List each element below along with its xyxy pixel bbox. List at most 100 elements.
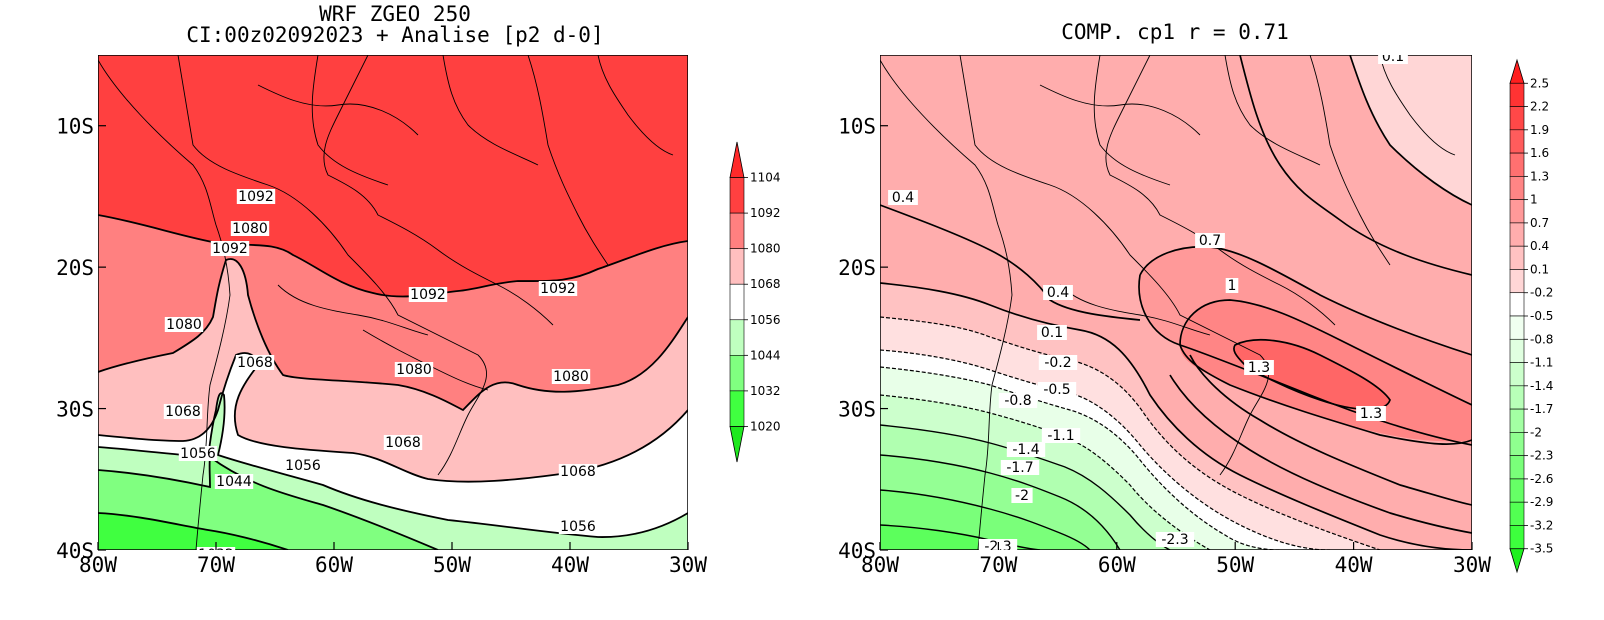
contour-label: 1092 bbox=[540, 281, 576, 297]
contour-label: 1068 bbox=[560, 464, 596, 480]
colorbar-label: 1020 bbox=[750, 419, 781, 433]
colorbar-label: 1044 bbox=[750, 348, 781, 362]
contour-label: -2 bbox=[1015, 488, 1029, 504]
colorbar-swatch bbox=[1509, 269, 1525, 294]
right-axis: 80W 70W 60W 50W 40W 30W 10S 20S 30S 40S bbox=[838, 115, 1491, 577]
x-tick-label: 70W bbox=[197, 553, 235, 577]
colorbar-swatch bbox=[1509, 245, 1525, 270]
contour-label: 1080 bbox=[232, 221, 268, 237]
colorbar-swatch bbox=[1509, 385, 1525, 410]
contour-label: -1.1 bbox=[1047, 428, 1074, 444]
colorbar-swatch bbox=[1509, 362, 1525, 387]
colorbar-label: 1032 bbox=[750, 384, 781, 398]
contour-label-bg bbox=[1043, 285, 1073, 300]
colorbar-swatch bbox=[1509, 176, 1525, 200]
colorbar-swatch bbox=[1509, 478, 1525, 503]
y-tick-label: 10S bbox=[838, 115, 876, 139]
colorbar-swatch bbox=[1509, 338, 1525, 363]
contour-label: -2.3 bbox=[1161, 532, 1188, 548]
contour-label-bg bbox=[1155, 532, 1195, 547]
colorbar-swatch bbox=[1509, 455, 1525, 480]
colorbar-label: 1092 bbox=[750, 206, 781, 220]
colorbar-label: -2 bbox=[1530, 425, 1542, 439]
contour-label: 0.1 bbox=[1382, 49, 1404, 65]
colorbar-label: 0.7 bbox=[1530, 216, 1549, 230]
colorbar-label: -3.2 bbox=[1530, 518, 1553, 532]
colorbar-swatch bbox=[729, 319, 745, 356]
contour-label-bg bbox=[408, 287, 448, 302]
colorbar-label: 1056 bbox=[750, 313, 781, 327]
right-map: 0.1 0.4 0.7 0.4 1 0.1 -0.2 -0.5 -0.8 -1.1 1.3 1.3 -1… bbox=[880, 49, 1472, 550]
contour-label-bg bbox=[1011, 488, 1033, 503]
colorbar-label: 1.6 bbox=[1530, 146, 1549, 160]
contour-label: 1068 bbox=[165, 404, 201, 420]
colorbar-label: -3.5 bbox=[1530, 542, 1553, 556]
colorbar-swatch bbox=[1509, 408, 1525, 433]
contour-label-bg bbox=[1037, 382, 1077, 397]
left-subtitle: CI:00z02092023 + Analise [p2 d-0] bbox=[186, 23, 603, 47]
colorbar-label: 1068 bbox=[750, 277, 781, 291]
contour-label-bg bbox=[214, 474, 254, 489]
left-title: WRF ZGEO 250 bbox=[319, 2, 471, 26]
colorbar-swatch bbox=[729, 177, 745, 214]
colorbar-arrow-bottom bbox=[729, 426, 745, 463]
y-tick-label: 40S bbox=[56, 539, 94, 563]
left-colorbar: 1104 1092 1080 1068 1056 1044 1032 1020 bbox=[729, 141, 781, 463]
y-tick-label: 30S bbox=[56, 398, 94, 422]
y-tick-label: 20S bbox=[56, 256, 94, 280]
contour-label-bg bbox=[178, 446, 218, 461]
x-tick-label: 30W bbox=[1453, 553, 1491, 577]
contour-label-bg bbox=[236, 189, 276, 204]
colorbar-swatch bbox=[1509, 106, 1525, 131]
contour-label: 1092 bbox=[238, 189, 274, 205]
contour-label-bg bbox=[1356, 406, 1386, 421]
left-map: 1092 1080 1092 1092 1092 1080 1068 1080 1080 1068… bbox=[98, 55, 688, 550]
contour-label-bg bbox=[558, 519, 598, 534]
right-title: COMP. cp1 r = 0.71 bbox=[1061, 20, 1289, 44]
contour-label: 1 bbox=[1228, 278, 1237, 294]
colorbar-swatch bbox=[1509, 82, 1525, 107]
colorbar-label: 1.9 bbox=[1530, 123, 1549, 137]
colorbar-label: -2.6 bbox=[1530, 472, 1553, 486]
contour-label: 1080 bbox=[166, 317, 202, 333]
colorbar-swatch bbox=[729, 390, 745, 427]
colorbar-swatch bbox=[1509, 525, 1525, 550]
contour-label-bg bbox=[383, 435, 423, 450]
contour-label: 1056 bbox=[180, 446, 216, 462]
contour-label-bg bbox=[998, 393, 1038, 408]
colorbar-label: 0.4 bbox=[1530, 239, 1549, 253]
colorbar-arrow-top bbox=[729, 141, 745, 178]
colorbar-arrow-top bbox=[1509, 58, 1525, 84]
contour-label-bg bbox=[210, 241, 250, 256]
contour-label-bg bbox=[1037, 325, 1067, 340]
contour-label-bg bbox=[888, 190, 918, 205]
contour-label: -0.8 bbox=[1004, 393, 1031, 409]
colorbar-label: 1.3 bbox=[1530, 169, 1549, 183]
contour-label-bg bbox=[551, 369, 591, 384]
right-contours-negative bbox=[880, 316, 1381, 550]
contour-label-bg bbox=[283, 458, 323, 473]
x-tick-label: 70W bbox=[979, 553, 1017, 577]
contour-label: 1068 bbox=[237, 355, 273, 371]
right-panel: COMP. cp1 r = 0.71 bbox=[838, 20, 1553, 577]
colorbar-label: -2.9 bbox=[1530, 495, 1553, 509]
x-tick-label: 50W bbox=[1216, 553, 1254, 577]
colorbar-label: -1.4 bbox=[1530, 379, 1553, 393]
contour-label: 1056 bbox=[285, 458, 321, 474]
left-map-borders bbox=[98, 55, 674, 550]
colorbar-arrow-bottom bbox=[1509, 548, 1525, 574]
right-contour-labels: 0.1 0.4 0.7 0.4 1 0.1 -0.2 -0.5 -0.8 -1.1 1.3 1.3 -1… bbox=[888, 49, 1408, 550]
colorbar-label: -1.1 bbox=[1530, 356, 1553, 370]
colorbar-label: -0.5 bbox=[1530, 309, 1553, 323]
colorbar-label: -1.7 bbox=[1530, 402, 1553, 416]
colorbar-label: 1 bbox=[1530, 193, 1538, 207]
colorbar-label: 0.1 bbox=[1530, 262, 1549, 276]
contour-label: -0.5 bbox=[1043, 382, 1070, 398]
right-colorbar: 2.5 2.2 1.9 1.6 1.3 1 0.7 0.4 0.1 -0.2 -0.5 -0.8 -1.… bbox=[1509, 58, 1553, 574]
contour-label-bg bbox=[1041, 428, 1081, 443]
colorbar-swatch bbox=[1509, 199, 1525, 224]
contour-label-bg bbox=[538, 281, 578, 296]
right-contours-positive bbox=[880, 55, 1472, 550]
contour-label: -0.2 bbox=[1044, 355, 1071, 371]
